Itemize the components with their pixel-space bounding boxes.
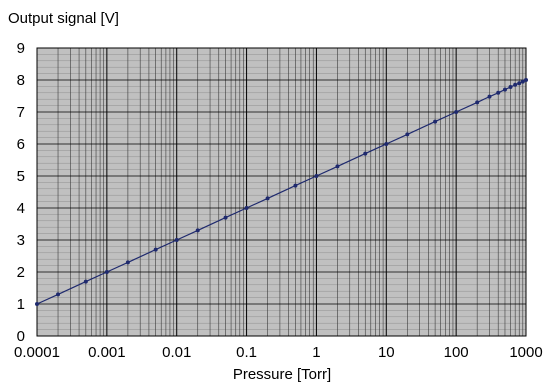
data-point <box>125 260 130 265</box>
y-tick-label: 1 <box>17 296 25 313</box>
y-tick-label: 6 <box>17 136 25 153</box>
x-tick-label: 0.01 <box>162 344 191 361</box>
y-tick-label: 3 <box>17 232 25 249</box>
x-tick-label: 0.0001 <box>14 344 60 361</box>
data-point <box>405 132 410 137</box>
x-tick-label: 1 <box>312 344 320 361</box>
data-point <box>56 292 61 297</box>
y-axis-label: Output signal [V] <box>8 10 119 27</box>
x-axis-label: Pressure [Torr] <box>233 366 331 383</box>
x-tick-label: 0.1 <box>236 344 257 361</box>
y-tick-label: 0 <box>17 328 25 345</box>
x-tick-label: 1000 <box>509 344 542 361</box>
y-tick-label: 7 <box>17 104 25 121</box>
y-tick-label: 4 <box>17 200 25 217</box>
x-tick-label: 0.001 <box>88 344 126 361</box>
data-point <box>195 228 200 233</box>
x-tick-label: 10 <box>378 344 395 361</box>
data-point <box>496 90 501 95</box>
data-point <box>335 164 340 169</box>
plot-border <box>36 47 527 337</box>
data-point <box>35 302 39 306</box>
data-point <box>384 142 389 146</box>
data-point <box>265 196 270 201</box>
data-point <box>363 151 368 156</box>
data-point <box>433 119 438 124</box>
y-tick-label: 2 <box>17 264 25 281</box>
data-point <box>83 279 88 284</box>
data-point <box>454 110 459 114</box>
data-point <box>104 270 109 274</box>
data-point <box>153 247 158 252</box>
data-point <box>517 81 522 86</box>
y-tick-label: 8 <box>17 72 25 89</box>
data-point <box>314 174 319 178</box>
data-point <box>513 82 518 87</box>
plot-area: 0 1 2 3 4 5 6 7 8 9 0.0001 0.001 0.01 0.1 1 10 100 1000 <box>14 40 543 361</box>
data-point <box>502 87 507 92</box>
data-point <box>475 100 480 105</box>
data-point <box>223 215 228 220</box>
data-point <box>487 94 492 99</box>
data-point <box>244 206 249 210</box>
data-point <box>520 79 525 84</box>
data-point <box>524 78 528 82</box>
data-point <box>293 183 298 188</box>
x-tick-label: 100 <box>444 344 469 361</box>
data-point <box>508 85 513 90</box>
y-tick-label: 9 <box>17 40 25 57</box>
data-point <box>174 238 179 242</box>
series-line <box>36 79 527 305</box>
y-tick-label: 5 <box>17 168 25 185</box>
